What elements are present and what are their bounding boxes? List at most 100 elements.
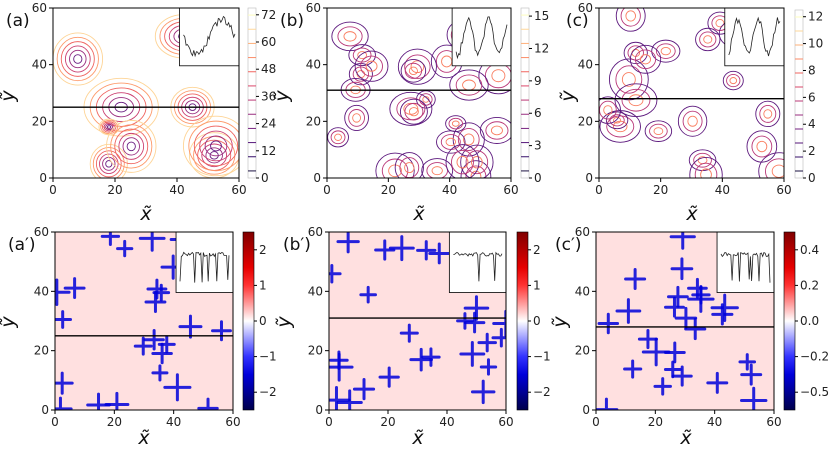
contour-line <box>485 121 509 140</box>
field-star <box>477 332 497 353</box>
contour-line <box>188 120 239 172</box>
contour-line <box>397 48 437 85</box>
colorbar <box>247 7 257 179</box>
contour-line <box>715 19 725 28</box>
field-star <box>706 371 729 394</box>
inset-profile <box>453 251 503 282</box>
y-tick-label: 20 <box>34 344 49 358</box>
contour-line <box>746 130 778 163</box>
contour-line <box>182 115 239 177</box>
contour-line <box>445 115 467 133</box>
contour-line <box>343 31 357 42</box>
y-tick-label: 60 <box>578 1 593 15</box>
contour-line <box>758 152 784 178</box>
field-star <box>711 303 734 326</box>
contour-line <box>422 96 430 103</box>
y-tick-label: 40 <box>308 284 323 298</box>
contour-line <box>655 43 676 59</box>
contour-line <box>722 70 744 91</box>
contour-line <box>365 60 378 72</box>
contour-line <box>99 153 119 175</box>
colorbar <box>242 231 255 411</box>
x-tick-label: 20 <box>107 415 122 429</box>
colorbar <box>783 231 796 411</box>
contour-line <box>389 91 433 126</box>
colorbar-tick-label: 0.4 <box>800 243 819 257</box>
field-star <box>739 386 768 410</box>
contour-line <box>106 125 112 129</box>
contour-line <box>205 147 223 164</box>
field-star <box>55 371 74 395</box>
contour-line <box>620 8 641 27</box>
contour-line <box>479 116 511 144</box>
inset-profile <box>455 16 508 60</box>
y-tick-label: 60 <box>575 225 590 239</box>
contour-line <box>201 143 228 168</box>
colorbar-tick-label: −2 <box>259 385 277 399</box>
contour-line <box>623 41 648 65</box>
contour-line <box>431 166 443 176</box>
y-tick-label: 60 <box>32 1 47 15</box>
contour-line <box>92 147 125 178</box>
x-axis-label: x̃ <box>685 203 698 225</box>
y-tick-label: 60 <box>308 225 323 239</box>
panel-label: (a′) <box>8 235 36 255</box>
field-star <box>684 317 707 341</box>
x-tick-label: 20 <box>653 183 668 197</box>
field-star <box>55 310 73 329</box>
field-star <box>615 298 642 324</box>
x-tick-label: 60 <box>498 415 513 429</box>
contour-line <box>56 36 99 82</box>
field-star <box>669 232 696 250</box>
y-tick-label: 20 <box>308 344 323 358</box>
field-star <box>151 364 169 382</box>
contour-line <box>606 115 635 138</box>
colorbar-tick-label: 1 <box>259 278 267 292</box>
x-tick-label: 20 <box>107 183 122 197</box>
inset-profile <box>179 251 230 283</box>
colorbar-tick-label: 0 <box>534 171 542 185</box>
y-tick-label: 40 <box>34 284 49 298</box>
inset-profile <box>728 16 781 57</box>
colorbar-tick-label: 9 <box>534 74 542 88</box>
contour-line <box>126 141 136 152</box>
field-star <box>674 306 698 330</box>
contour-line <box>653 127 664 136</box>
contour-line <box>759 104 777 123</box>
contour-line <box>352 113 362 123</box>
field-star <box>144 291 167 313</box>
colorbar-tick-label: −1 <box>259 350 277 364</box>
colorbar <box>520 7 530 179</box>
y-axis-label: ỹ <box>549 316 571 329</box>
inset-profile <box>183 15 236 58</box>
colorbar-tick-label: 0 <box>259 314 267 328</box>
colorbar <box>516 231 529 411</box>
x-tick-label: 0 <box>592 415 600 429</box>
contour-line <box>644 120 673 142</box>
field-star <box>329 350 349 371</box>
contour-line <box>451 120 460 127</box>
panel-label: (c′) <box>555 235 581 255</box>
colorbar-tick-label: 10 <box>808 37 823 51</box>
panel-0: 0 20 40 60 0 20 40 60 x̃ ỹ (a) 0 12 24 36 48 60 72 <box>0 1 276 225</box>
contour-line <box>357 51 368 60</box>
x-tick-label: 60 <box>766 415 781 429</box>
contour-line <box>204 135 228 157</box>
contour-line <box>689 156 723 178</box>
inset-box <box>724 7 785 67</box>
contour-line <box>360 55 383 77</box>
contour-line <box>118 132 145 160</box>
contour-line <box>101 121 117 133</box>
field-star <box>463 311 486 334</box>
contour-line <box>354 50 389 82</box>
field-star <box>55 278 71 307</box>
y-tick-label: 20 <box>578 114 593 128</box>
contour-line <box>695 27 721 52</box>
x-tick-label: 20 <box>648 415 663 429</box>
y-tick-label: 60 <box>34 225 49 239</box>
contour-line <box>687 115 698 127</box>
contour-line <box>348 109 365 127</box>
contour-line <box>451 150 474 175</box>
field-star <box>138 232 166 252</box>
inset-box <box>175 231 234 293</box>
